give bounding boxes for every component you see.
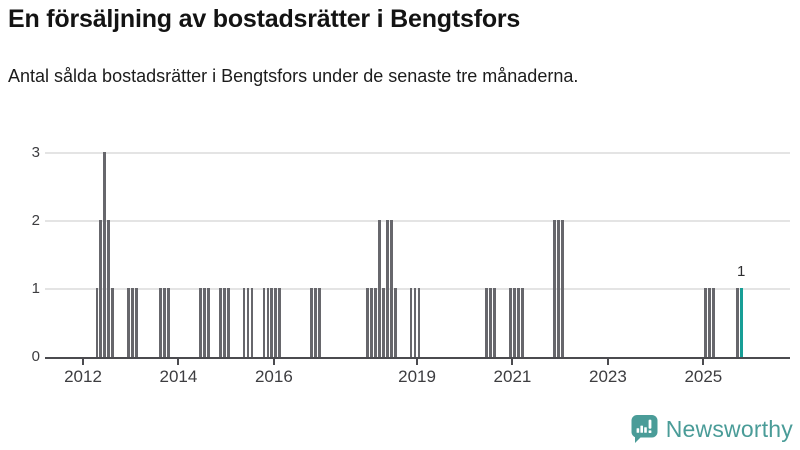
bar <box>489 288 492 357</box>
gridline <box>45 220 790 222</box>
bar <box>107 220 111 357</box>
bar <box>318 288 321 357</box>
bar <box>218 288 222 357</box>
newsworthy-icon <box>631 415 658 443</box>
newsworthy-wordmark: Newsworthy <box>665 416 793 442</box>
bar <box>517 288 520 357</box>
gridline <box>45 288 790 290</box>
bar <box>266 288 270 357</box>
chart-title: En försäljning av bostadsrätter i Bengts… <box>8 5 521 33</box>
bar-chart: 0 1 2 3 2012 2014 2016 2019 2021 2023 2025 1 <box>0 120 800 410</box>
gridline <box>45 152 790 154</box>
bar <box>274 288 278 357</box>
bar <box>552 220 556 357</box>
bar <box>135 288 139 357</box>
bar <box>246 288 250 357</box>
x-axis-label: 2014 <box>159 367 198 386</box>
bar <box>131 288 135 357</box>
bar <box>365 288 369 357</box>
x-axis-label: 2023 <box>588 367 627 386</box>
bar <box>556 220 560 357</box>
bar <box>111 288 115 357</box>
bar <box>393 288 397 357</box>
bar <box>262 288 266 357</box>
bar <box>198 288 202 357</box>
x-axis-line <box>45 357 790 359</box>
bar <box>310 288 314 357</box>
x-axis-tick <box>272 359 275 365</box>
x-axis-tick <box>82 359 84 365</box>
bar <box>226 288 230 357</box>
bar <box>513 288 516 357</box>
bar <box>389 220 393 357</box>
x-axis-label: 2012 <box>64 367 102 386</box>
y-axis-label: 2 <box>31 212 40 229</box>
x-axis-tick <box>606 359 609 365</box>
x-axis-label: 2019 <box>398 367 436 386</box>
bar <box>103 152 107 357</box>
bar <box>707 288 711 357</box>
bar <box>409 288 413 357</box>
bar <box>202 288 206 357</box>
bar <box>314 288 318 357</box>
bar <box>485 288 489 357</box>
bar <box>560 220 564 357</box>
bar <box>167 288 170 357</box>
bar <box>270 288 274 357</box>
bar <box>493 288 496 357</box>
x-axis-tick <box>511 359 514 365</box>
bar <box>127 288 131 357</box>
bar <box>521 288 524 357</box>
bar <box>377 220 381 357</box>
bar <box>417 288 421 357</box>
y-axis-label: 3 <box>31 144 40 161</box>
bar <box>159 288 162 357</box>
bar <box>278 288 282 357</box>
bar <box>206 288 210 357</box>
x-axis-tick <box>416 359 419 365</box>
bar <box>242 288 246 357</box>
bar <box>385 220 389 357</box>
bar <box>711 288 715 357</box>
x-axis-label: 2016 <box>254 367 293 386</box>
x-axis-label: 2021 <box>493 367 532 386</box>
bar <box>373 288 377 357</box>
newsworthy-logo: Newsworthy <box>630 414 793 445</box>
bar <box>509 288 512 357</box>
y-axis-label: 1 <box>31 280 40 297</box>
bar <box>413 288 417 357</box>
bar <box>369 288 373 357</box>
chart-subtitle: Antal sålda bostadsrätter i Bengtsfors u… <box>8 66 579 86</box>
x-axis-label: 2025 <box>684 367 723 386</box>
x-axis-tick <box>702 359 705 365</box>
bar <box>163 288 166 357</box>
bar <box>99 220 103 357</box>
bar <box>703 288 707 357</box>
bar <box>739 288 743 357</box>
bar <box>95 288 99 357</box>
bar-value-label: 1 <box>736 263 746 280</box>
bar <box>381 288 385 357</box>
y-axis-label: 0 <box>31 348 40 365</box>
bar <box>735 288 739 357</box>
bar <box>222 288 226 357</box>
bar <box>250 288 254 357</box>
x-axis-tick <box>177 359 180 365</box>
